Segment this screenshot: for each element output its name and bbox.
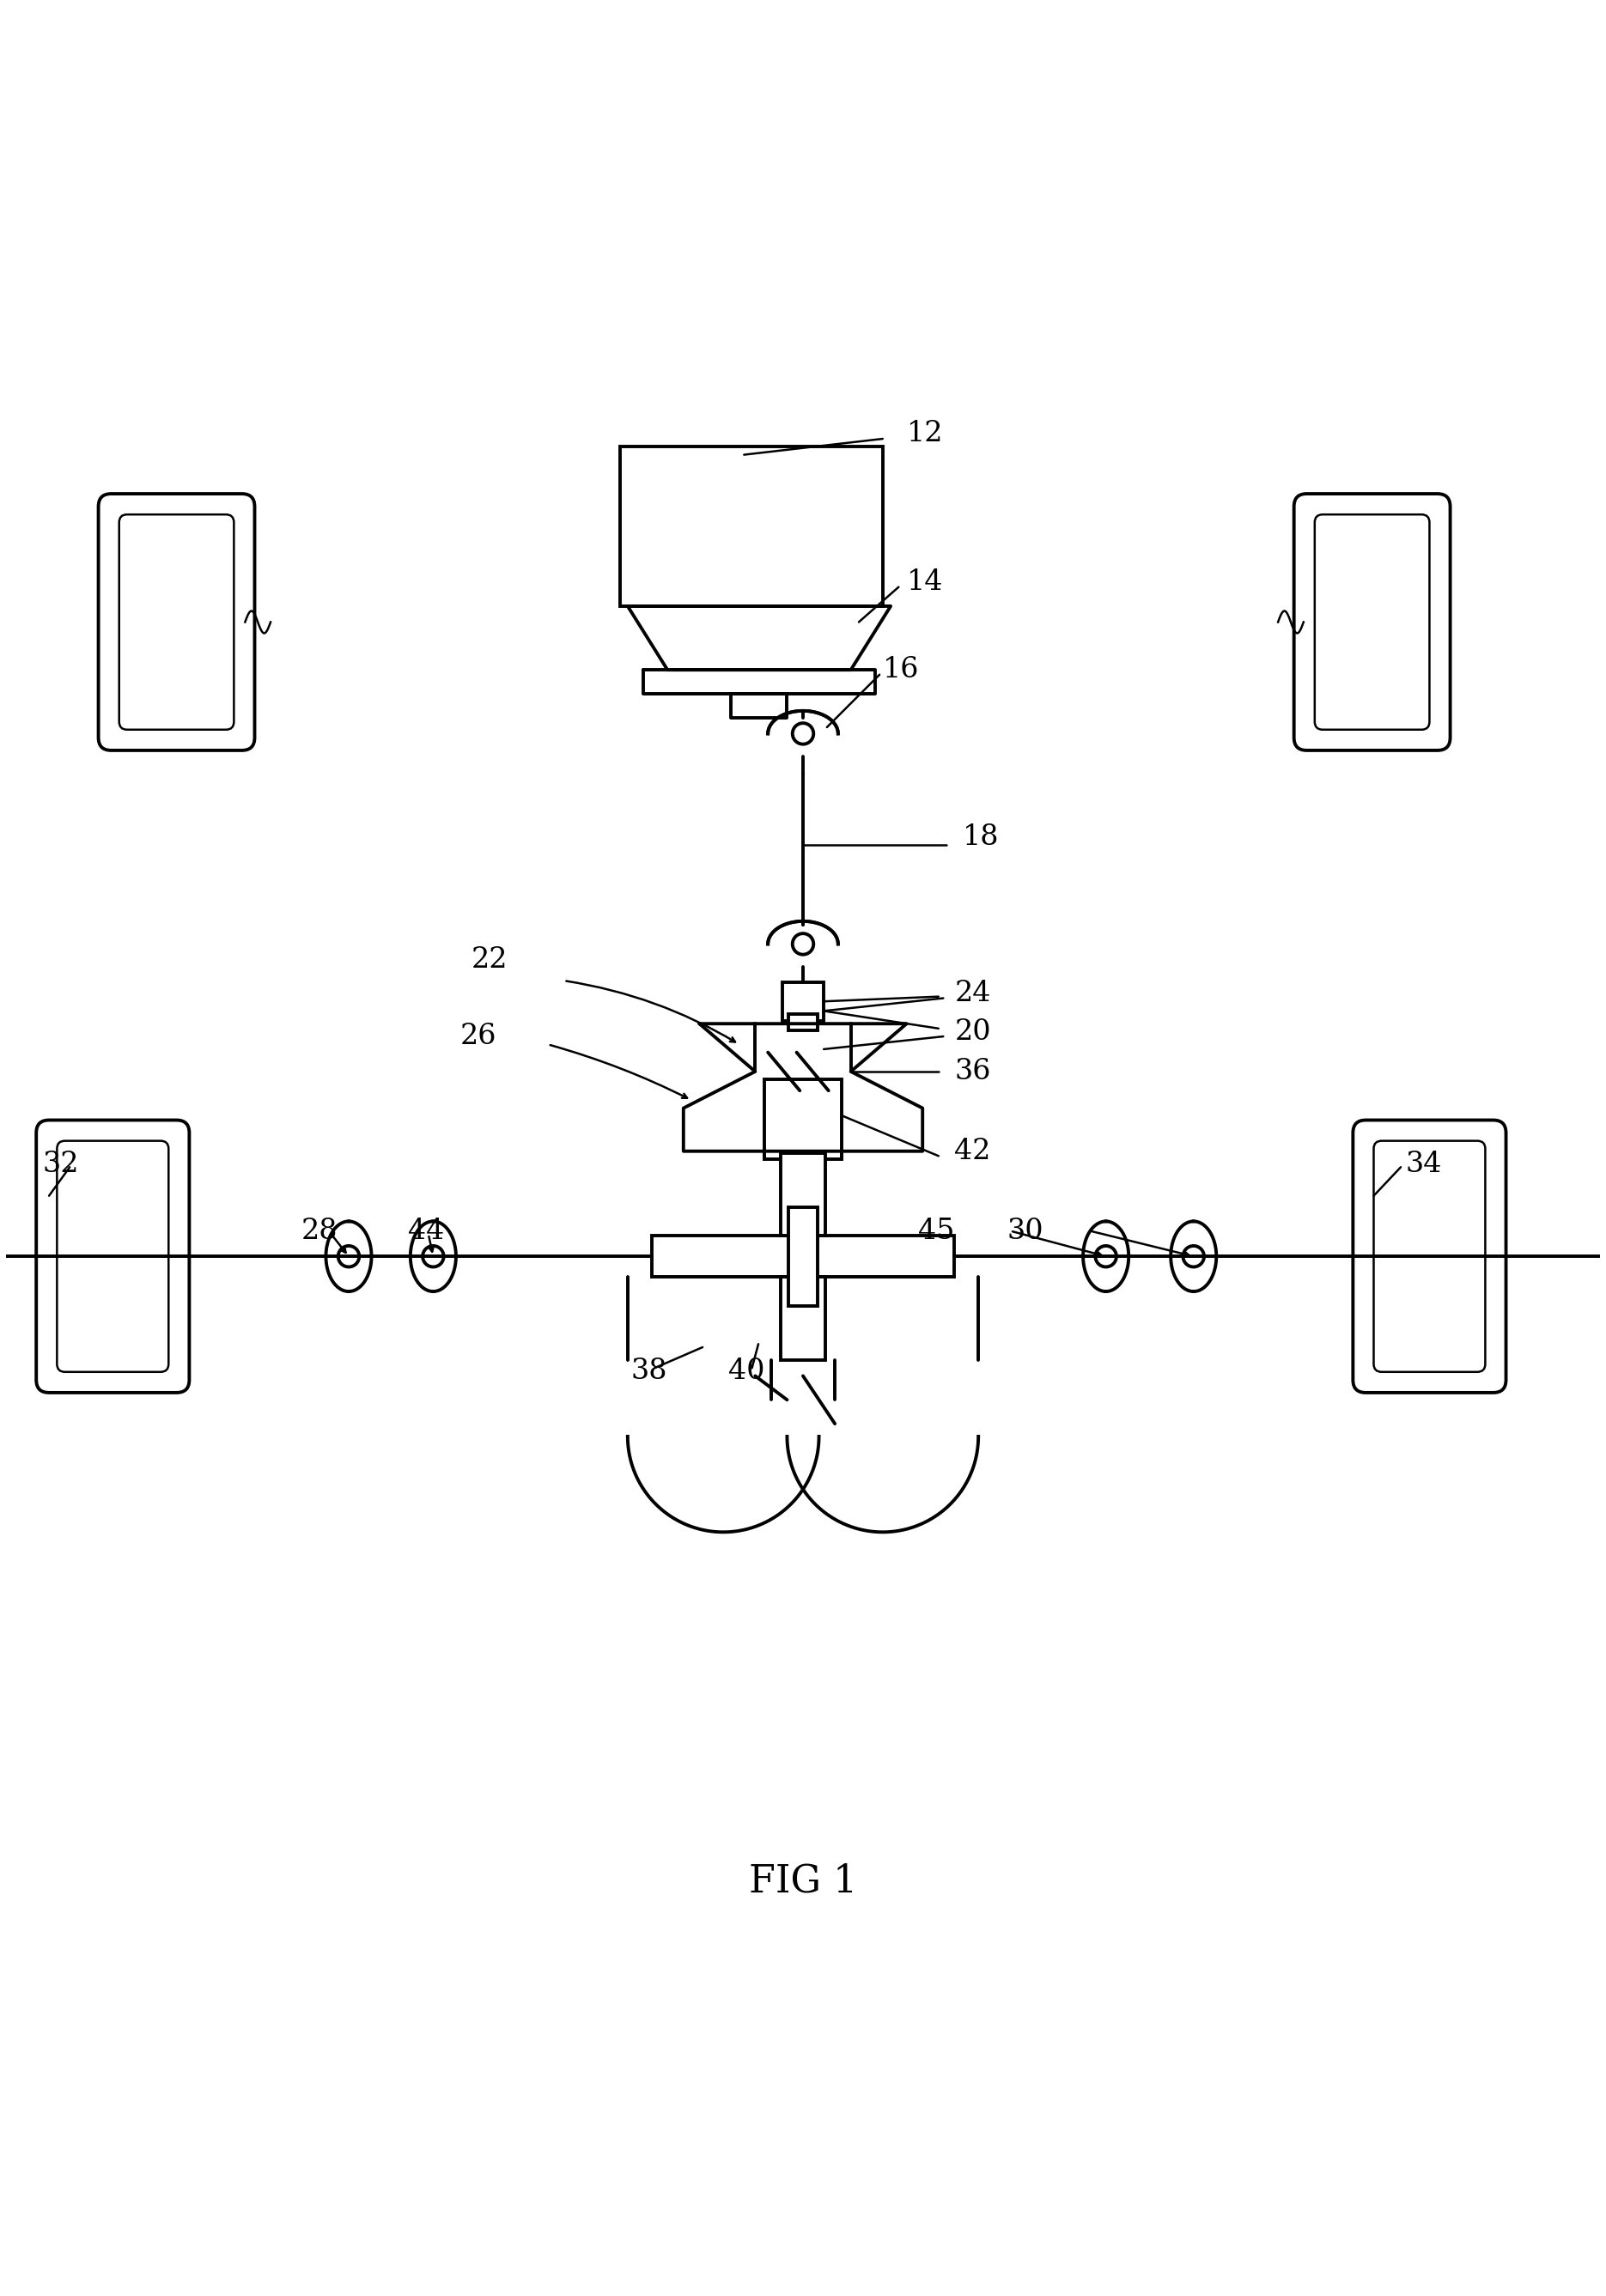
Bar	[782, 983, 824, 1019]
Text: 42: 42	[954, 1137, 991, 1164]
Bar	[789, 1015, 817, 1031]
Text: 45: 45	[917, 1217, 954, 1244]
Text: 28: 28	[300, 1217, 337, 1244]
Bar	[781, 1153, 825, 1235]
Text: 14: 14	[907, 569, 943, 597]
Text: 32: 32	[43, 1150, 79, 1178]
FancyBboxPatch shape	[98, 494, 255, 751]
Text: 44: 44	[408, 1217, 443, 1244]
Text: 18: 18	[962, 824, 999, 852]
FancyBboxPatch shape	[1315, 514, 1429, 730]
FancyBboxPatch shape	[119, 514, 234, 730]
Text: 24: 24	[954, 980, 991, 1008]
Bar	[652, 1235, 954, 1277]
FancyBboxPatch shape	[1352, 1120, 1506, 1394]
Text: 22: 22	[472, 946, 507, 974]
Text: FIG 1: FIG 1	[748, 1862, 858, 1899]
Bar	[620, 448, 883, 606]
Bar	[789, 1208, 817, 1306]
Text: 36: 36	[954, 1058, 991, 1086]
FancyBboxPatch shape	[56, 1141, 169, 1373]
FancyBboxPatch shape	[1373, 1141, 1486, 1373]
Text: 20: 20	[954, 1017, 991, 1045]
FancyBboxPatch shape	[1294, 494, 1450, 751]
Text: 26: 26	[461, 1022, 496, 1049]
Text: 34: 34	[1405, 1150, 1442, 1178]
Bar	[781, 1277, 825, 1359]
Text: 40: 40	[728, 1357, 764, 1384]
Bar	[764, 1079, 842, 1159]
Text: 38: 38	[631, 1357, 668, 1384]
Text: 30: 30	[1007, 1217, 1044, 1244]
Text: 12: 12	[907, 420, 943, 448]
FancyBboxPatch shape	[37, 1120, 190, 1394]
Text: 16: 16	[883, 657, 919, 684]
